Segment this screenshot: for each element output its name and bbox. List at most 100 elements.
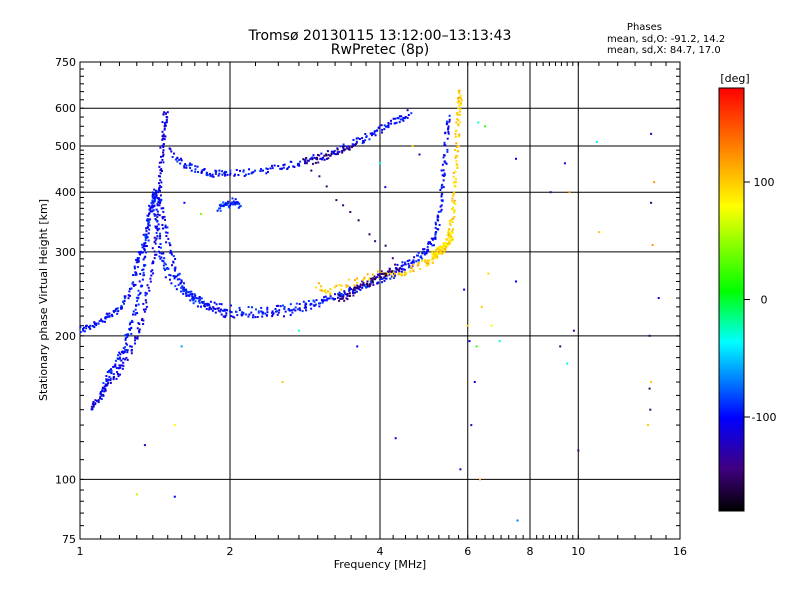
data-point [152,209,155,212]
data-point [440,195,443,198]
data-point [92,405,95,408]
data-point [206,304,209,307]
data-point [162,133,165,136]
data-point [651,244,654,246]
data-point [238,202,241,205]
data-point [440,169,443,172]
data-point [390,122,393,125]
data-point [305,157,307,160]
data-point [395,267,398,270]
data-point [203,303,206,306]
data-point [185,289,188,292]
data-point [434,251,437,254]
data-point [199,305,202,308]
data-point [194,168,197,171]
data-point [402,268,404,271]
data-point [87,326,90,328]
data-point [156,228,159,230]
data-point [212,306,215,309]
data-point [397,268,400,271]
data-point [399,118,402,121]
data-point [449,240,452,243]
data-point [450,236,453,238]
data-point [163,127,166,130]
data-point [336,147,339,150]
data-point [163,128,166,131]
data-point [153,241,156,244]
data-point [396,117,399,119]
data-point [447,132,450,135]
data-point [329,291,332,294]
data-point [368,277,371,280]
data-point [143,310,146,313]
data-point [216,209,219,212]
data-point [323,296,326,299]
data-point [378,273,381,275]
data-point [349,288,351,291]
data-point [170,253,173,256]
data-point [178,158,181,161]
data-point [304,302,307,305]
data-point [210,175,213,178]
data-point [95,322,97,325]
data-point [192,299,194,302]
data-point [302,158,305,161]
data-point [149,218,152,221]
data-point [110,313,113,316]
data-point [180,290,182,293]
data-point [153,257,156,260]
data-point [136,312,139,315]
data-point [490,324,493,327]
data-point [441,251,444,254]
data-point [411,261,414,264]
data-point [247,315,250,318]
data-point [311,158,314,161]
data-point [161,135,164,138]
data-point [206,302,209,305]
data-point [144,299,147,302]
data-point [297,163,300,166]
data-point [343,290,346,293]
data-point [339,145,342,148]
data-point [143,243,146,246]
data-point [164,135,167,138]
data-point [219,207,222,210]
data-point [442,169,445,172]
data-point [143,256,146,259]
data-point [153,236,156,239]
data-point [451,237,454,240]
data-point [145,233,148,236]
data-point [341,297,344,300]
data-point [312,299,315,302]
colorbar-label: [deg] [720,72,749,85]
data-point [455,121,458,124]
data-point [108,375,111,378]
data-point [400,115,403,118]
data-point [163,111,166,114]
data-point [298,307,301,310]
data-point [303,158,306,161]
data-point [324,299,327,302]
data-point [252,171,255,174]
data-point [209,174,212,177]
data-point [148,228,151,231]
data-point [122,347,125,350]
data-point [162,161,165,164]
data-point [288,165,290,168]
data-point [154,253,157,256]
data-point [309,158,312,161]
data-point [387,126,390,129]
x-tick-label: 10 [571,545,585,558]
data-point [158,197,161,200]
data-point [248,313,251,316]
data-point [417,251,420,254]
data-point [105,375,108,377]
data-point [384,274,387,277]
data-point [162,252,165,255]
data-point [159,169,162,172]
data-point [121,367,124,370]
data-point [432,255,434,258]
data-point [454,133,457,136]
data-point [395,121,398,124]
data-point [211,309,214,312]
